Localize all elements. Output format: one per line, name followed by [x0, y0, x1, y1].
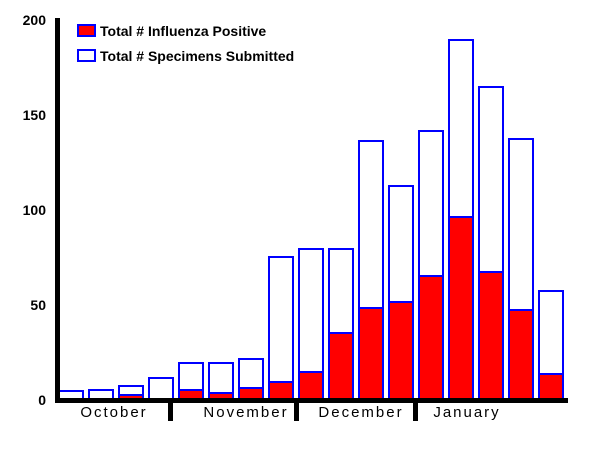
legend-label-specimens-submitted: Total # Specimens Submitted — [100, 47, 295, 64]
month-tick — [294, 398, 299, 421]
y-tick-label-200: 200 — [22, 12, 46, 28]
legend-item-specimens-submitted: Total # Specimens Submitted — [77, 47, 295, 64]
month-label-november: November — [203, 404, 289, 421]
bar-november-week3 — [238, 358, 264, 400]
bar-red-segment — [508, 309, 534, 400]
x-axis-line — [55, 398, 568, 403]
bar-january-week1 — [418, 130, 444, 400]
bar-november-week2 — [208, 362, 234, 400]
bar-december-week3 — [358, 140, 384, 400]
y-axis-line — [55, 18, 60, 403]
bar-red-segment — [448, 216, 474, 400]
y-tick-label-50: 50 — [30, 297, 46, 313]
bar-red-segment — [358, 307, 384, 400]
bar-december-week2 — [328, 248, 354, 400]
legend: Total # Influenza Positive Total # Speci… — [77, 22, 295, 74]
y-tick-label-150: 150 — [22, 107, 46, 123]
month-tick — [168, 398, 173, 421]
month-tick — [413, 398, 418, 421]
bar-december-week4 — [388, 185, 414, 400]
y-tick-label-0: 0 — [38, 392, 46, 408]
bar-red-segment — [298, 371, 324, 400]
month-label-january: January — [433, 404, 501, 421]
bar-red-segment — [418, 275, 444, 400]
legend-item-influenza-positive: Total # Influenza Positive — [77, 22, 294, 39]
month-label-december: December — [318, 404, 404, 421]
month-label-october: October — [80, 404, 148, 421]
white-bar-swatch-icon — [77, 49, 96, 62]
bar-january-week3 — [478, 86, 504, 400]
bar-january-week5 — [538, 290, 564, 400]
bar-red-segment — [388, 301, 414, 400]
bar-red-segment — [478, 271, 504, 400]
bar-red-segment — [538, 373, 564, 400]
bar-january-week4 — [508, 138, 534, 400]
bar-november-week4 — [268, 256, 294, 400]
bar-november-week1 — [178, 362, 204, 400]
bar-red-segment — [328, 332, 354, 400]
y-tick-label-100: 100 — [22, 202, 46, 218]
bar-october-week4 — [148, 377, 174, 400]
red-bar-swatch-icon — [77, 24, 96, 37]
bar-january-week2 — [448, 39, 474, 400]
legend-label-influenza-positive: Total # Influenza Positive — [100, 22, 267, 39]
bar-december-week1 — [298, 248, 324, 400]
